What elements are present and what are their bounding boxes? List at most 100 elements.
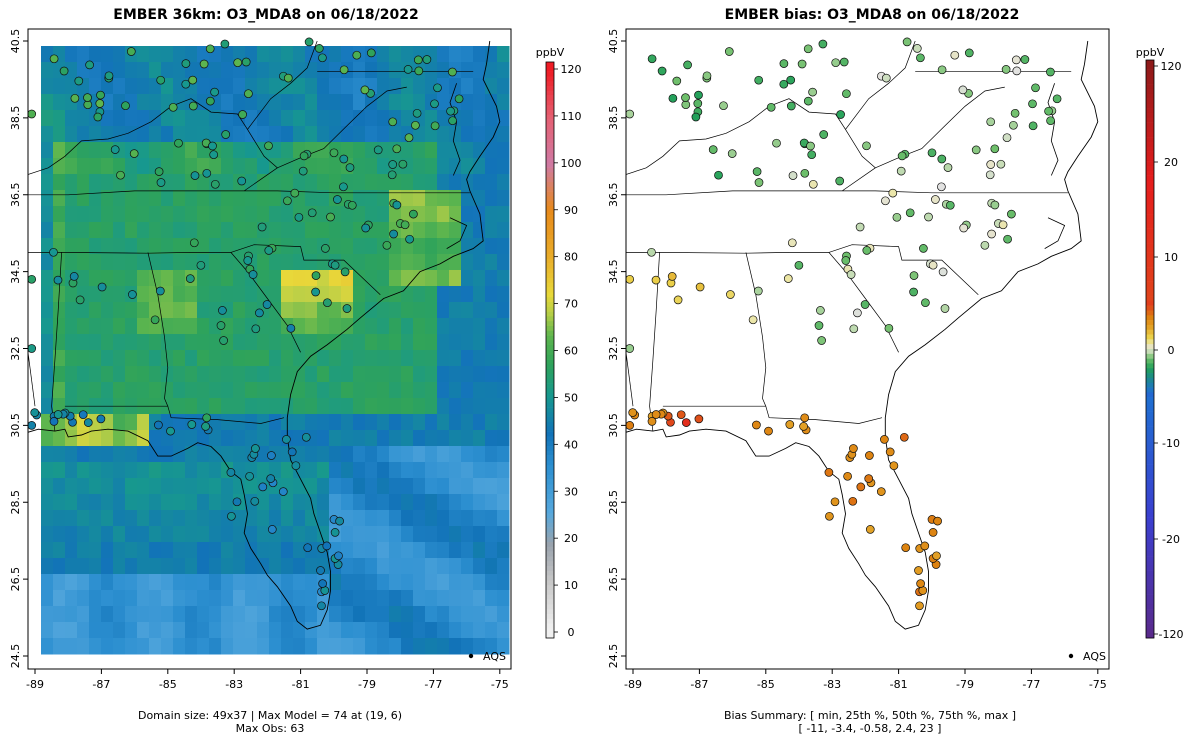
heatmap-cell [101,46,114,63]
left-colorbar-unit: ppbV [536,46,565,59]
aqs-site-marker [59,66,69,76]
heatmap-cell [197,206,210,223]
heatmap-cell [401,174,414,191]
heatmap-cell [269,254,282,271]
heatmap-cell [461,62,474,79]
heatmap-cell [125,110,138,127]
heatmap-cell [257,254,270,271]
heatmap-cell [425,334,438,351]
colorbar-segment [546,609,554,615]
heatmap-cell [365,126,378,143]
colorbar-segment [546,239,554,245]
heatmap-cell [137,126,150,143]
heatmap-cell [461,238,474,255]
colorbar-segment [1146,522,1154,528]
heatmap-cell [329,494,342,511]
heatmap-cell [449,318,462,335]
heatmap-cell [329,318,342,335]
colorbar-segment [546,513,554,519]
heatmap-cell [425,382,438,399]
bias-site-marker [786,75,796,85]
heatmap-cell [413,478,426,495]
aqs-site-marker [360,85,370,95]
heatmap-cell [173,622,186,639]
heatmap-cell [293,574,306,591]
aqs-site-marker [190,171,200,180]
heatmap-cell [161,238,174,255]
heatmap-cell [353,158,366,175]
colorbar-segment [1146,127,1154,133]
heatmap-cell [185,254,198,271]
heatmap-cell [497,398,510,415]
heatmap-cell [125,270,138,287]
heatmap-cell [245,478,258,495]
heatmap-cell [377,638,390,655]
bias-site-marker [800,168,810,178]
heatmap-cell [365,510,378,527]
aqs-site-marker [70,93,80,103]
heatmap-cell [317,174,330,191]
heatmap-cell [173,238,186,255]
colorbar-segment [1146,199,1154,205]
heatmap-cell [293,510,306,527]
bias-site-marker [651,410,661,419]
heatmap-cell [377,158,390,175]
heatmap-cell [317,94,330,111]
bias-site-marker [708,145,718,154]
bias-site-marker [902,37,912,47]
heatmap-cell [269,366,282,383]
colorbar-segment [1146,108,1154,114]
heatmap-cell [233,574,246,591]
heatmap-cell [497,558,510,575]
colorbar-segment [546,326,554,332]
heatmap-cell [425,446,438,463]
colorbar-segment [1146,79,1154,85]
heatmap-cell [305,366,318,383]
colorbar-segment [1146,450,1154,456]
aqs-site-marker [266,474,276,483]
heatmap-cell [173,174,186,191]
colorbar-segment [546,542,554,548]
colorbar-segment [546,383,554,389]
colorbar-segment [546,345,554,351]
heatmap-cell [53,110,66,127]
heatmap-cell [317,606,330,623]
bias-site-marker [647,417,657,426]
heatmap-cell [437,158,450,175]
heatmap-cell [137,78,150,95]
heatmap-cell [113,606,126,623]
heatmap-cell [77,590,90,607]
heatmap-cell [305,46,318,63]
aqs-site-marker [74,76,84,86]
colorbar-segment [1146,585,1154,591]
aqs-site-marker [181,59,191,68]
heatmap-cell [197,190,210,207]
aqs-site-marker [448,67,457,77]
heatmap-cell [293,606,306,623]
bias-site-marker [853,308,862,318]
heatmap-cell [329,590,342,607]
heatmap-cell [149,126,162,143]
heatmap-cell [437,462,450,479]
bias-site-marker [846,270,856,279]
heatmap-cell [485,222,498,239]
heatmap-cell [209,366,222,383]
heatmap-cell [197,446,210,463]
heatmap-cell [281,606,294,623]
colorbar-segment [1146,228,1154,234]
heatmap-cell [449,446,462,463]
colorbar-segment [546,474,554,480]
aqs-site-marker [430,99,439,109]
heatmap-cell [449,174,462,191]
x-tick-label: -79 [956,678,974,691]
heatmap-cell [425,62,438,79]
heatmap-cell [257,510,270,527]
colorbar-segment [1146,238,1154,244]
heatmap-cell [137,318,150,335]
heatmap-cell [113,478,126,495]
heatmap-cell [461,206,474,223]
heatmap-cell [497,590,510,607]
heatmap-cell [497,510,510,527]
heatmap-cell [485,334,498,351]
